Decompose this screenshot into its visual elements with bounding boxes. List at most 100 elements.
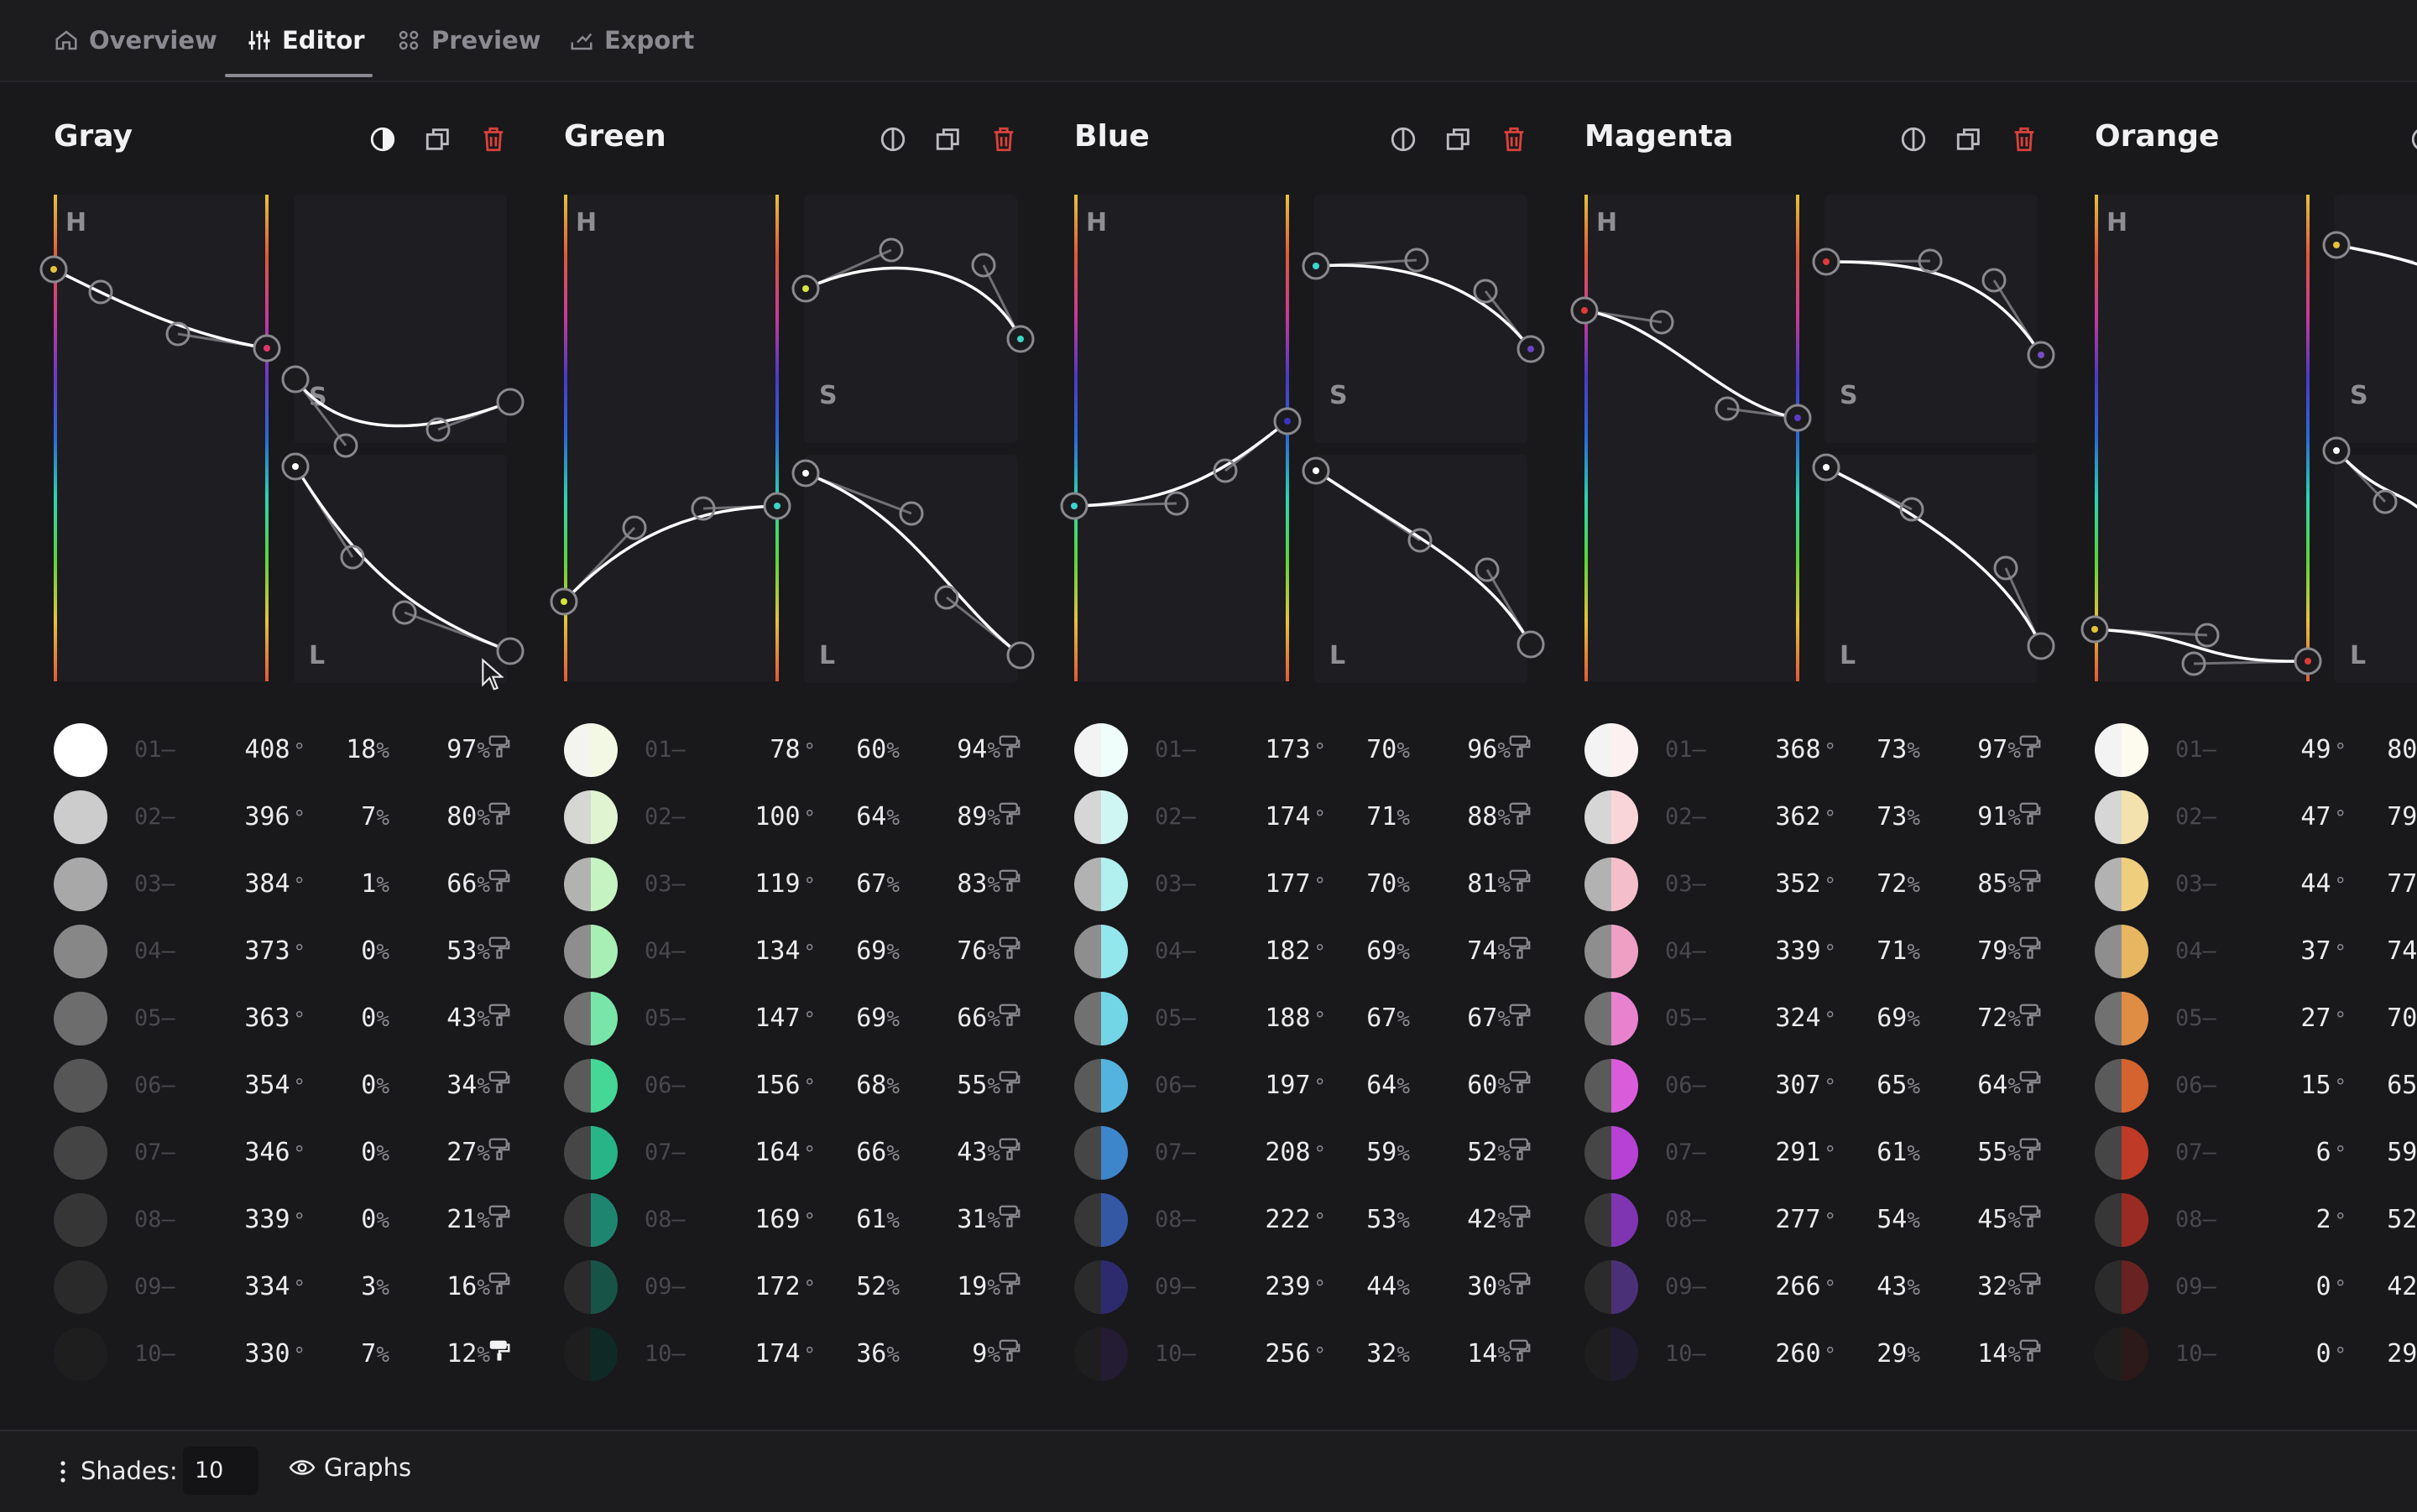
shade-row[interactable]: 09– 266 ° 43% 32% xyxy=(1584,1255,2063,1322)
hue-value[interactable]: 173 ° xyxy=(1200,735,1326,764)
paint-roller-icon[interactable] xyxy=(997,800,1022,826)
color-swatch[interactable] xyxy=(1074,858,1128,911)
lightness-value[interactable]: 66% xyxy=(883,1004,1000,1033)
shade-row[interactable]: 06–15°65% xyxy=(2095,1054,2417,1121)
saturation-value[interactable]: 32% xyxy=(1301,1339,1410,1369)
palette-name[interactable]: Orange xyxy=(2095,119,2220,154)
shade-row[interactable]: 09– 239 ° 44% 30% xyxy=(1074,1255,1553,1322)
hue-value[interactable]: 100 ° xyxy=(690,802,816,832)
saturation-value[interactable]: 0% xyxy=(280,1205,389,1234)
shade-row[interactable]: 06– 354 ° 0% 34% xyxy=(54,1054,532,1121)
hue-value[interactable]: 330 ° xyxy=(180,1339,305,1369)
saturation-value[interactable]: 80% xyxy=(2321,735,2417,764)
paint-roller-icon[interactable] xyxy=(487,1069,512,1094)
hue-value[interactable]: 354 ° xyxy=(180,1071,305,1100)
lightness-value[interactable]: 85% xyxy=(1903,869,2021,899)
lightness-value[interactable]: 43% xyxy=(883,1138,1000,1167)
color-swatch[interactable] xyxy=(564,790,618,844)
hue-value[interactable]: 0 ° xyxy=(2221,1339,2347,1369)
lightness-curve-panel[interactable] xyxy=(294,455,507,683)
shade-row[interactable]: 02– 396 ° 7% 80% xyxy=(54,785,532,852)
shade-row[interactable]: 08– 339 ° 0% 21% xyxy=(54,1188,532,1255)
shade-row[interactable]: 04– 373 ° 0% 53% xyxy=(54,920,532,987)
shade-row[interactable]: 10– 260 ° 29% 14% xyxy=(1584,1322,2063,1389)
lightness-value[interactable]: 45% xyxy=(1903,1205,2021,1234)
saturation-value[interactable]: 1% xyxy=(280,869,389,899)
color-swatch[interactable] xyxy=(1074,992,1128,1045)
paint-roller-icon[interactable] xyxy=(997,935,1022,960)
color-swatch[interactable] xyxy=(1074,790,1128,844)
shade-row[interactable]: 04–37°74% xyxy=(2095,920,2417,987)
color-swatch[interactable] xyxy=(1584,992,1638,1045)
lightness-value[interactable]: 72% xyxy=(1903,1004,2021,1033)
hue-value[interactable]: 277 ° xyxy=(1710,1205,1836,1234)
curve-graphs[interactable] xyxy=(1570,186,2055,706)
contrast-toggle-button[interactable] xyxy=(364,121,401,158)
color-swatch[interactable] xyxy=(1074,1059,1128,1113)
hue-value[interactable]: 27 ° xyxy=(2221,1004,2347,1033)
saturation-value[interactable]: 70% xyxy=(2321,1004,2417,1033)
color-swatch[interactable] xyxy=(2095,925,2148,978)
hue-value[interactable]: 291 ° xyxy=(1710,1138,1836,1167)
hue-value[interactable]: 44 ° xyxy=(2221,869,2347,899)
saturation-value[interactable]: 73% xyxy=(1811,735,1920,764)
hue-curve-panel[interactable] xyxy=(2095,195,2310,681)
saturation-value[interactable]: 36% xyxy=(791,1339,900,1369)
saturation-value[interactable]: 43% xyxy=(1811,1272,1920,1301)
paint-roller-icon[interactable] xyxy=(2018,868,2043,893)
paint-roller-icon[interactable] xyxy=(997,868,1022,893)
color-swatch[interactable] xyxy=(54,723,107,777)
delete-button[interactable] xyxy=(1496,121,1532,158)
paint-roller-icon[interactable] xyxy=(1507,733,1532,759)
hue-value[interactable]: 339 ° xyxy=(1710,936,1836,966)
hue-value[interactable]: 368 ° xyxy=(1710,735,1836,764)
color-swatch[interactable] xyxy=(564,858,618,911)
lightness-value[interactable]: 88% xyxy=(1393,802,1511,832)
saturation-value[interactable]: 29% xyxy=(1811,1339,1920,1369)
paint-roller-icon[interactable] xyxy=(2018,1002,2043,1027)
saturation-value[interactable]: 73% xyxy=(1811,802,1920,832)
hue-value[interactable]: 266 ° xyxy=(1710,1272,1836,1301)
hue-value[interactable]: 119 ° xyxy=(690,869,816,899)
color-swatch[interactable] xyxy=(54,1193,107,1247)
shade-row[interactable]: 07– 346 ° 0% 27% xyxy=(54,1121,532,1188)
hue-value[interactable]: 172 ° xyxy=(690,1272,816,1301)
lightness-value[interactable]: 94% xyxy=(883,735,1000,764)
hue-value[interactable]: 134 ° xyxy=(690,936,816,966)
saturation-value[interactable]: 65% xyxy=(1811,1071,1920,1100)
shade-row[interactable]: 02– 362 ° 73% 91% xyxy=(1584,785,2063,852)
hue-value[interactable]: 15 ° xyxy=(2221,1071,2347,1100)
paint-roller-icon[interactable] xyxy=(2018,1136,2043,1161)
color-swatch[interactable] xyxy=(54,1260,107,1314)
saturation-value[interactable]: 64% xyxy=(1301,1071,1410,1100)
lightness-value[interactable]: 96% xyxy=(1393,735,1511,764)
lightness-value[interactable]: 12% xyxy=(373,1339,490,1369)
shade-row[interactable]: 08– 222 ° 53% 42% xyxy=(1074,1188,1553,1255)
saturation-value[interactable]: 61% xyxy=(791,1205,900,1234)
hue-curve-panel[interactable] xyxy=(1074,195,1289,681)
lightness-value[interactable]: 91% xyxy=(1903,802,2021,832)
paint-roller-icon[interactable] xyxy=(2018,1069,2043,1094)
paint-roller-icon[interactable] xyxy=(2018,800,2043,826)
lightness-value[interactable]: 74% xyxy=(1393,936,1511,966)
color-swatch[interactable] xyxy=(54,992,107,1045)
saturation-value[interactable]: 0% xyxy=(280,1071,389,1100)
paint-roller-icon[interactable] xyxy=(487,733,512,759)
color-swatch[interactable] xyxy=(1074,1260,1128,1314)
color-swatch[interactable] xyxy=(54,1059,107,1113)
lightness-value[interactable]: 55% xyxy=(883,1071,1000,1100)
saturation-value[interactable]: 52% xyxy=(791,1272,900,1301)
paint-roller-icon[interactable] xyxy=(487,1203,512,1228)
hue-value[interactable]: 307 ° xyxy=(1710,1071,1836,1100)
duplicate-button[interactable] xyxy=(1440,121,1477,158)
paint-roller-icon[interactable] xyxy=(2018,935,2043,960)
color-swatch[interactable] xyxy=(564,1126,618,1180)
tab-preview[interactable]: Preview xyxy=(396,22,541,59)
hue-value[interactable]: 334 ° xyxy=(180,1272,305,1301)
hue-value[interactable]: 260 ° xyxy=(1710,1339,1836,1369)
color-swatch[interactable] xyxy=(2095,992,2148,1045)
hue-value[interactable]: 182 ° xyxy=(1200,936,1326,966)
shade-row[interactable]: 09– 172 ° 52% 19% xyxy=(564,1255,1042,1322)
contrast-toggle-button[interactable] xyxy=(1895,121,1932,158)
shade-row[interactable]: 09– 334 ° 3% 16% xyxy=(54,1255,532,1322)
